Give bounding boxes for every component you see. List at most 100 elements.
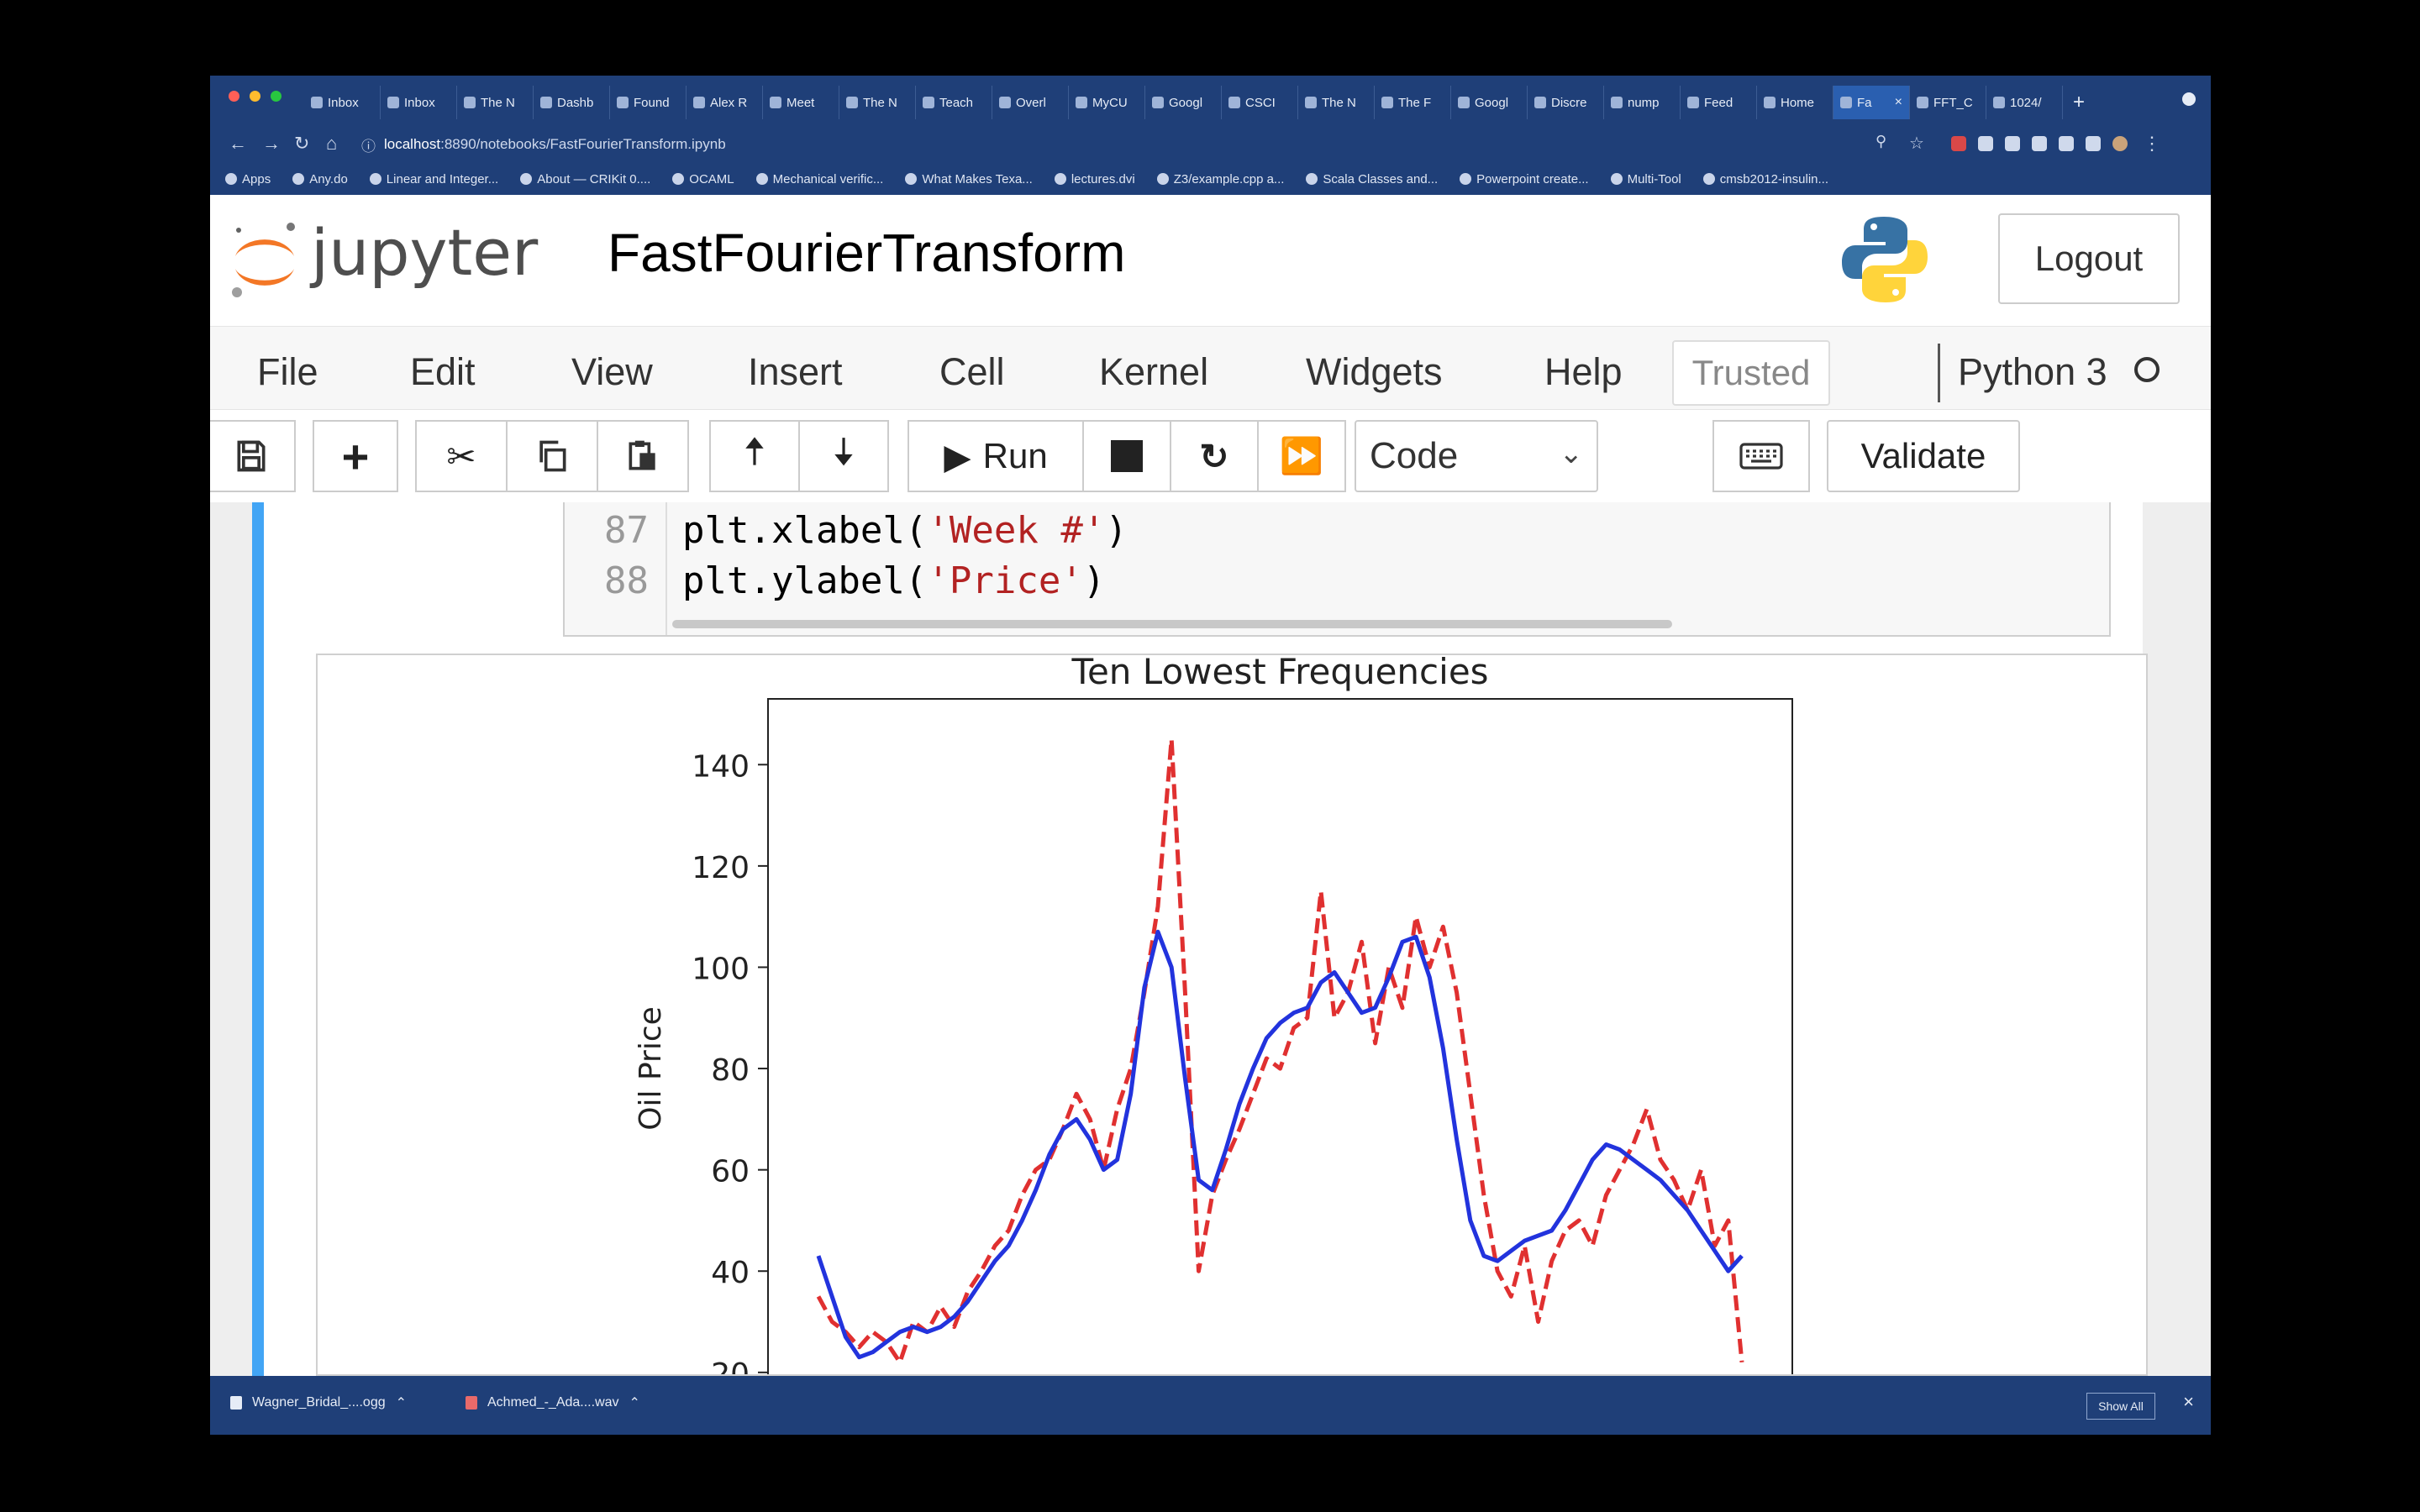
browser-tab[interactable]: MyCU: [1069, 86, 1145, 119]
reload-icon[interactable]: ↻: [294, 133, 310, 154]
browser-tab[interactable]: Inbox: [381, 86, 457, 119]
browser-menu-icon[interactable]: ⋮: [2143, 133, 2161, 154]
extension-icon[interactable]: [2032, 136, 2047, 151]
interrupt-button[interactable]: [1082, 420, 1171, 492]
paste-button[interactable]: [597, 420, 689, 492]
bookmark-item[interactable]: Powerpoint create...: [1460, 172, 1589, 186]
bookmark-item[interactable]: cmsb2012-insulin...: [1702, 172, 1828, 186]
menu-view[interactable]: View: [571, 350, 653, 393]
kernel-name[interactable]: Python 3: [1958, 350, 2107, 393]
maximize-window-button[interactable]: [271, 91, 281, 102]
code-editor[interactable]: 87 88 plt.xlabel('Week #') plt.ylabel('P…: [563, 502, 2111, 637]
browser-tab[interactable]: Googl: [1145, 86, 1222, 119]
browser-tab[interactable]: nump: [1604, 86, 1681, 119]
notebook-title[interactable]: FastFourierTransform: [608, 223, 1126, 283]
close-window-button[interactable]: [229, 91, 239, 102]
new-tab-button[interactable]: +: [2073, 91, 2086, 113]
menu-help[interactable]: Help: [1544, 350, 1623, 393]
bookmark-item[interactable]: About — CRIKit 0....: [520, 172, 650, 186]
extension-icon[interactable]: [2005, 136, 2020, 151]
browser-tab[interactable]: Home: [1757, 86, 1833, 119]
extension-icon[interactable]: [1978, 136, 1993, 151]
browser-tab[interactable]: CSCI: [1222, 86, 1298, 119]
download-item[interactable]: Wagner_Bridal_....ogg ⌃: [230, 1394, 407, 1411]
close-icon[interactable]: ×: [2183, 1391, 2194, 1412]
chevron-up-icon[interactable]: ⌃: [395, 1396, 408, 1410]
run-button[interactable]: ▶ Run: [908, 420, 1084, 492]
move-down-button[interactable]: 🠣: [798, 420, 889, 492]
show-all-button[interactable]: Show All: [2086, 1393, 2155, 1420]
browser-tab[interactable]: The N: [1298, 86, 1375, 119]
copy-button[interactable]: [506, 420, 598, 492]
minimize-window-button[interactable]: [250, 91, 260, 102]
cut-button[interactable]: ✂: [415, 420, 508, 492]
bookmark-item[interactable]: Mechanical verific...: [755, 172, 883, 186]
home-icon[interactable]: ⌂: [326, 133, 338, 154]
save-button[interactable]: [210, 420, 296, 492]
bookmark-item[interactable]: Linear and Integer...: [369, 172, 498, 186]
command-palette-button[interactable]: [1712, 420, 1810, 492]
browser-tab[interactable]: Dashb: [534, 86, 610, 119]
bookmark-item[interactable]: lectures.dvi: [1054, 172, 1135, 186]
bookmark-item[interactable]: What Makes Texa...: [905, 172, 1033, 186]
browser-tab[interactable]: Fa ×: [1833, 86, 1910, 119]
menu-kernel[interactable]: Kernel: [1099, 350, 1209, 393]
jupyter-logo-icon[interactable]: [227, 218, 302, 302]
bookmark-item[interactable]: Z3/example.cpp a...: [1156, 172, 1284, 186]
url-field[interactable]: ⓘ localhost:8890/notebooks/FastFourierTr…: [361, 131, 726, 158]
menu-widgets[interactable]: Widgets: [1306, 350, 1443, 393]
insert-cell-button[interactable]: +: [313, 420, 398, 492]
profile-icon[interactable]: [2182, 92, 2196, 106]
bookmark-item[interactable]: Scala Classes and...: [1306, 172, 1438, 186]
cell-type-value: Code: [1370, 435, 1459, 476]
browser-tab[interactable]: The N: [457, 86, 534, 119]
bookmark-item[interactable]: OCAML: [672, 172, 734, 186]
browser-tab[interactable]: 1024/: [1986, 86, 2063, 119]
horizontal-scrollbar[interactable]: [672, 620, 1672, 628]
save-icon: [237, 440, 266, 472]
cell-type-select[interactable]: Code ⌄: [1355, 420, 1598, 492]
browser-tab[interactable]: Discre: [1528, 86, 1604, 119]
browser-tab[interactable]: Found: [610, 86, 687, 119]
browser-window: Inbox Inbox The N Dashb Found Alex R Meet The N…: [210, 76, 2211, 1435]
chevron-up-icon[interactable]: ⌃: [629, 1396, 640, 1410]
trusted-indicator[interactable]: Trusted: [1672, 340, 1830, 406]
avatar[interactable]: [2112, 136, 2128, 151]
menu-insert[interactable]: Insert: [748, 350, 843, 393]
restart-run-all-button[interactable]: ⏩: [1257, 420, 1346, 492]
bookmark-item[interactable]: Any.do: [292, 172, 348, 186]
jupyter-logo-text[interactable]: jupyter: [311, 215, 539, 290]
browser-tab[interactable]: Teach: [916, 86, 992, 119]
zoom-icon[interactable]: ⚲: [1876, 133, 1887, 150]
bookmark-item[interactable]: Apps: [225, 172, 271, 186]
tab-label: The F: [1398, 95, 1432, 110]
series-line-1: [816, 737, 1744, 1365]
browser-tab[interactable]: Meet: [763, 86, 839, 119]
tab-favicon-icon: [617, 97, 629, 108]
menu-file[interactable]: File: [257, 350, 318, 393]
browser-tab[interactable]: Feed: [1681, 86, 1757, 119]
bookmark-star-icon[interactable]: ☆: [1909, 134, 1924, 153]
restart-button[interactable]: ↻: [1170, 420, 1259, 492]
download-item[interactable]: Achmed_-_Ada....wav ⌃: [466, 1394, 640, 1411]
code-cell[interactable]: 87 88 plt.xlabel('Week #') plt.ylabel('P…: [252, 502, 2148, 1376]
menu-cell[interactable]: Cell: [939, 350, 1005, 393]
close-tab-icon[interactable]: ×: [1894, 95, 1902, 109]
validate-button[interactable]: Validate: [1827, 420, 2020, 492]
browser-tab[interactable]: The F: [1375, 86, 1451, 119]
move-up-button[interactable]: 🠡: [709, 420, 800, 492]
browser-tab[interactable]: Alex R: [687, 86, 763, 119]
forward-icon[interactable]: →: [262, 133, 281, 154]
extension-icon[interactable]: [1951, 136, 1966, 151]
logout-button[interactable]: Logout: [1998, 213, 2180, 304]
browser-tab[interactable]: Googl: [1451, 86, 1528, 119]
browser-tab[interactable]: Overl: [992, 86, 1069, 119]
browser-tab[interactable]: The N: [839, 86, 916, 119]
browser-tab[interactable]: Inbox: [304, 86, 381, 119]
browser-tab[interactable]: FFT_C: [1910, 86, 1986, 119]
back-icon[interactable]: ←: [229, 133, 247, 154]
menu-edit[interactable]: Edit: [410, 350, 476, 393]
bookmark-item[interactable]: Multi-Tool: [1610, 172, 1681, 186]
extensions-puzzle-icon[interactable]: [2086, 136, 2101, 151]
extension-icon[interactable]: [2059, 136, 2074, 151]
